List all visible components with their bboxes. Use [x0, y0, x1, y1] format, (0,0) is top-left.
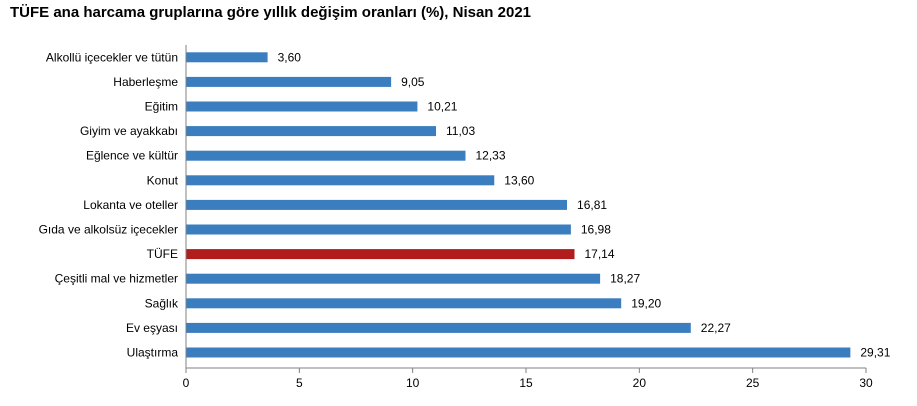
value-label-6: 16,81: [577, 198, 607, 212]
category-label-10: Sağlık: [145, 296, 179, 310]
bar-2: [186, 101, 418, 112]
bar-4: [186, 150, 466, 161]
category-label-2: Eğitim: [145, 100, 178, 114]
bar-3: [186, 126, 437, 137]
category-label-12: Ulaştırma: [127, 346, 179, 360]
bar-1: [186, 76, 392, 87]
bar-10: [186, 298, 622, 309]
category-label-4: Eğlence ve kültür: [86, 149, 178, 163]
category-label-8: TÜFE: [147, 247, 178, 261]
bar-8: [186, 249, 575, 260]
x-tick-label-3: 15: [519, 376, 533, 390]
value-label-2: 10,21: [427, 100, 457, 114]
value-label-5: 13,60: [504, 173, 534, 187]
value-label-11: 22,27: [701, 321, 731, 335]
category-label-5: Konut: [147, 173, 179, 187]
category-label-9: Çeşitli mal ve hizmetler: [55, 272, 178, 286]
bar-11: [186, 322, 691, 333]
bar-9: [186, 273, 601, 284]
x-tick-label-2: 10: [406, 376, 420, 390]
x-tick-label-1: 5: [296, 376, 303, 390]
x-tick-label-4: 20: [633, 376, 647, 390]
value-label-10: 19,20: [631, 296, 661, 310]
x-tick-label-6: 30: [859, 376, 873, 390]
value-label-3: 11,03: [446, 124, 475, 138]
category-label-6: Lokanta ve oteller: [83, 198, 178, 212]
category-label-11: Ev eşyası: [126, 321, 178, 335]
category-label-7: Gıda ve alkolsüz içecekler: [39, 223, 178, 237]
bar-7: [186, 224, 571, 235]
x-tick-label-5: 25: [746, 376, 760, 390]
value-label-1: 9,05: [401, 75, 425, 89]
value-label-0: 3,60: [278, 50, 302, 64]
value-label-12: 29,31: [860, 346, 890, 360]
bar-12: [186, 347, 851, 358]
value-label-9: 18,27: [610, 272, 640, 286]
bar-6: [186, 199, 568, 210]
x-tick-label-0: 0: [183, 376, 190, 390]
value-label-4: 12,33: [475, 149, 505, 163]
bar-5: [186, 175, 495, 186]
value-label-7: 16,98: [581, 223, 611, 237]
category-label-3: Giyim ve ayakkabı: [80, 124, 178, 138]
chart-title: TÜFE ana harcama gruplarına göre yıllık …: [10, 4, 532, 21]
category-label-1: Haberleşme: [113, 75, 178, 89]
bar-0: [186, 52, 268, 63]
value-label-8: 17,14: [585, 247, 615, 261]
category-label-0: Alkollü içecekler ve tütün: [46, 50, 178, 64]
